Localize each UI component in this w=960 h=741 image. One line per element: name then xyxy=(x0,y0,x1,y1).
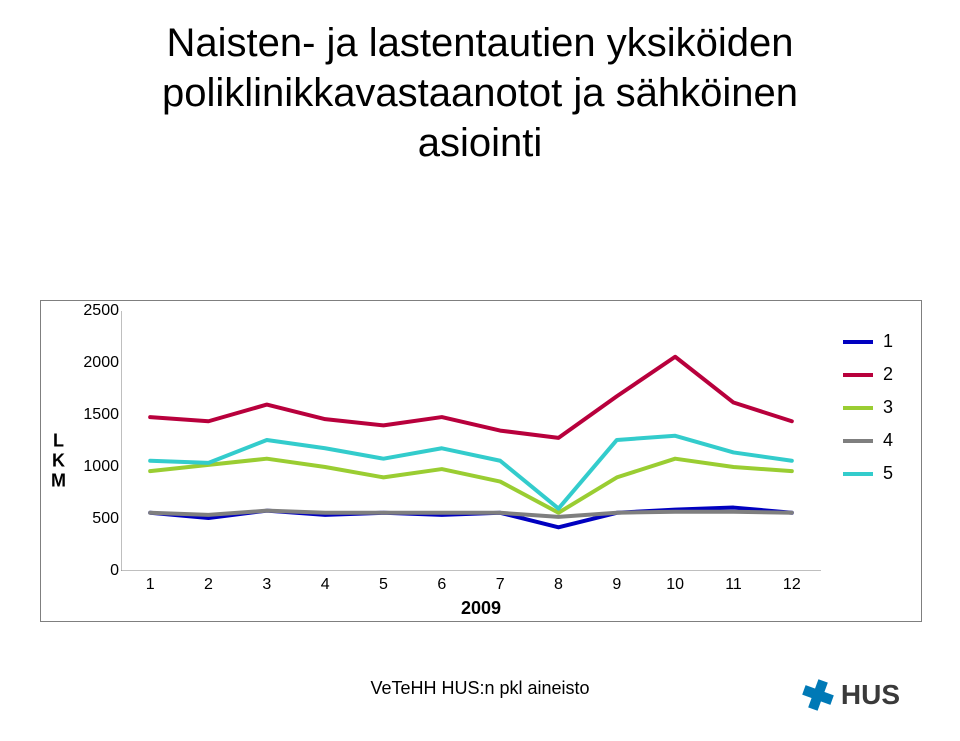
legend-label: 2 xyxy=(883,364,893,385)
y-axis-label-k: K xyxy=(51,451,66,471)
legend-item-1: 1 xyxy=(843,331,915,352)
x-tick-label: 2 xyxy=(204,576,213,594)
legend-swatch xyxy=(843,340,873,344)
page: Naisten- ja lastentautien yksiköiden pol… xyxy=(0,0,960,741)
x-tick-label: 10 xyxy=(666,576,684,594)
y-axis-ticks: 05001000150020002500 xyxy=(79,311,119,571)
legend-item-4: 4 xyxy=(843,430,915,451)
y-axis-label: L K M xyxy=(51,431,66,490)
y-tick-label: 1000 xyxy=(79,458,119,476)
legend-item-3: 3 xyxy=(843,397,915,418)
x-tick-label: 1 xyxy=(146,576,155,594)
legend-swatch xyxy=(843,472,873,476)
hus-logo-text: HUS xyxy=(841,679,900,711)
y-tick-label: 0 xyxy=(79,562,119,580)
x-axis-label: 2009 xyxy=(41,598,921,619)
legend-label: 1 xyxy=(883,331,893,352)
series-5 xyxy=(150,436,792,509)
y-tick-label: 500 xyxy=(79,510,119,528)
legend-item-2: 2 xyxy=(843,364,915,385)
x-tick-label: 8 xyxy=(554,576,563,594)
x-tick-label: 5 xyxy=(379,576,388,594)
y-axis-label-m: M xyxy=(51,471,66,491)
chart-container: L K M 05001000150020002500 1234567891011… xyxy=(40,300,922,622)
x-axis-ticks: 123456789101112 xyxy=(121,576,821,596)
hus-logo-icon xyxy=(803,680,833,710)
series-4 xyxy=(150,511,792,517)
legend-swatch xyxy=(843,373,873,377)
x-tick-label: 11 xyxy=(725,576,742,594)
x-tick-label: 3 xyxy=(262,576,271,594)
title-line-1: Naisten- ja lastentautien yksiköiden xyxy=(166,21,793,65)
x-tick-label: 7 xyxy=(496,576,505,594)
series-2 xyxy=(150,357,792,438)
legend: 1 2 3 4 5 xyxy=(843,319,915,496)
hus-logo: HUS xyxy=(803,679,900,711)
page-title: Naisten- ja lastentautien yksiköiden pol… xyxy=(0,0,960,168)
x-tick-label: 6 xyxy=(437,576,446,594)
plot-area xyxy=(121,311,821,571)
y-tick-label: 2500 xyxy=(79,302,119,320)
series-3 xyxy=(150,459,792,513)
legend-item-5: 5 xyxy=(843,463,915,484)
y-axis-label-l: L xyxy=(51,431,66,451)
y-tick-label: 2000 xyxy=(79,354,119,372)
legend-label: 5 xyxy=(883,463,893,484)
title-line-3: asiointi xyxy=(418,121,543,165)
legend-label: 4 xyxy=(883,430,893,451)
y-tick-label: 1500 xyxy=(79,406,119,424)
x-tick-label: 12 xyxy=(783,576,801,594)
line-chart-svg xyxy=(121,311,821,571)
legend-swatch xyxy=(843,406,873,410)
title-line-2: poliklinikkavastaanotot ja sähköinen xyxy=(162,71,798,115)
x-tick-label: 4 xyxy=(321,576,330,594)
x-tick-label: 9 xyxy=(612,576,621,594)
legend-label: 3 xyxy=(883,397,893,418)
legend-swatch xyxy=(843,439,873,443)
